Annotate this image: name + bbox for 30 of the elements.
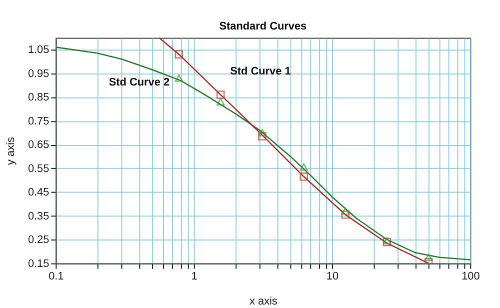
point bbox=[341, 207, 350, 215]
y-tick-label: 0.85 bbox=[28, 92, 50, 104]
point bbox=[174, 50, 184, 58]
point bbox=[216, 98, 225, 106]
y-tick-label: 0.65 bbox=[28, 139, 50, 152]
y-tick-label: 1.05 bbox=[28, 44, 50, 56]
x-tick-label: 10 bbox=[326, 270, 339, 283]
x-axis-title: x axis bbox=[249, 296, 278, 308]
y-tick-label: 0.35 bbox=[28, 210, 50, 222]
point bbox=[424, 254, 433, 262]
y-tick-label: 0.55 bbox=[28, 162, 50, 175]
point bbox=[258, 132, 266, 140]
chart-title: Standard Curves bbox=[219, 20, 307, 33]
annotation: Std Curve 1 bbox=[230, 65, 291, 78]
annotation: Std Curve 2 bbox=[108, 76, 170, 88]
point bbox=[341, 210, 350, 219]
y-tick-label: 0.75 bbox=[28, 115, 50, 128]
x-tick-label: 1 bbox=[191, 270, 198, 283]
point bbox=[300, 172, 308, 181]
x-tick-label: 100 bbox=[462, 270, 480, 283]
y-axis-title: y axis bbox=[5, 136, 18, 165]
point bbox=[216, 90, 225, 99]
point bbox=[174, 74, 184, 82]
y-tick-label: 0.95 bbox=[28, 68, 50, 80]
y-tick-label: 0.15 bbox=[28, 258, 50, 270]
y-tick-label: 0.45 bbox=[28, 186, 50, 199]
point bbox=[258, 129, 266, 136]
x-tick-label: 0.1 bbox=[48, 270, 64, 283]
point bbox=[300, 164, 308, 171]
y-tick-label: 0.25 bbox=[28, 234, 50, 246]
